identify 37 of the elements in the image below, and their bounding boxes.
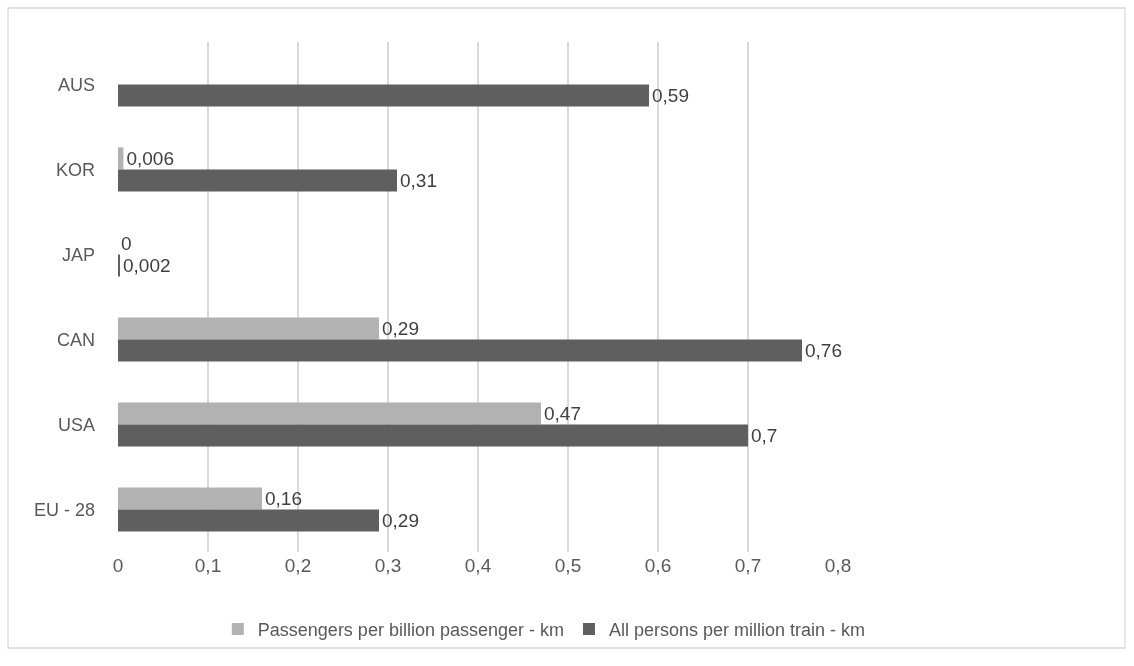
bar xyxy=(118,147,124,170)
data-label: 0,59 xyxy=(652,85,689,107)
data-label: 0,47 xyxy=(544,402,581,424)
x-tick-label: 0 xyxy=(112,555,124,576)
bar xyxy=(118,169,397,192)
data-label: 0,7 xyxy=(751,425,778,447)
data-label: 0,29 xyxy=(382,510,419,532)
y-tick-label: EU - 28 xyxy=(33,499,95,520)
x-tick-label: 0,3 xyxy=(374,555,402,576)
bar xyxy=(118,424,748,447)
x-tick-label: 0,2 xyxy=(284,555,312,576)
x-tick-label: 0,8 xyxy=(824,555,852,576)
bar xyxy=(118,509,379,532)
bar xyxy=(118,339,802,362)
data-label: 0,29 xyxy=(382,317,419,339)
legend-label: Passengers per billion passenger - km xyxy=(257,620,564,641)
x-tick-label: 0,7 xyxy=(734,555,762,576)
y-tick-label: KOR xyxy=(55,159,95,180)
x-tick-label: 0,6 xyxy=(644,555,672,576)
y-tick-label: AUS xyxy=(57,74,95,95)
data-label: 0,31 xyxy=(400,170,437,192)
x-tick-label: 0,5 xyxy=(554,555,582,576)
data-label: 0,002 xyxy=(123,255,171,277)
data-label: 0,006 xyxy=(126,147,174,169)
bar xyxy=(118,402,541,425)
data-label: 0,16 xyxy=(265,487,302,509)
bar xyxy=(118,84,649,107)
bar xyxy=(118,317,379,340)
y-tick-label: USA xyxy=(57,414,95,435)
data-label: 0 xyxy=(121,232,132,254)
bar xyxy=(118,487,262,510)
y-tick-label: JAP xyxy=(61,244,95,265)
y-tick-label: CAN xyxy=(56,329,95,350)
data-label: 0,76 xyxy=(805,340,842,362)
x-tick-label: 0,4 xyxy=(464,555,492,576)
legend-label: All persons per million train - km xyxy=(608,620,866,641)
x-tick-label: 0,1 xyxy=(194,555,222,576)
